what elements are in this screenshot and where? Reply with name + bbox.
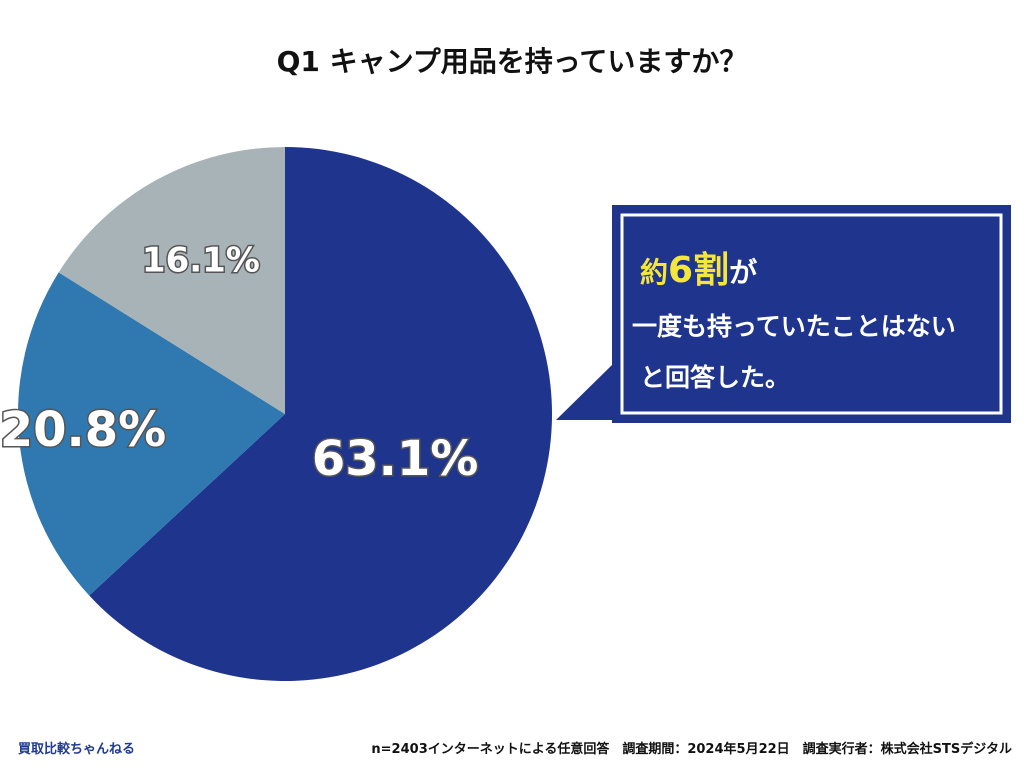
callout-highlight-value: 6割 bbox=[668, 250, 730, 291]
callout-box bbox=[612, 205, 1011, 423]
callout-line-3: と回答した。 bbox=[640, 363, 791, 392]
callout-line-1-suffix: が bbox=[729, 256, 758, 289]
footer-brand: 買取比較ちゃんねる bbox=[18, 742, 136, 757]
pie-slice-2 bbox=[18, 272, 286, 596]
pie-slice-1 bbox=[89, 147, 552, 681]
callout-inner-border bbox=[620, 213, 1003, 415]
callout bbox=[556, 205, 1011, 423]
pie-slice-3 bbox=[58, 147, 286, 414]
pie-slice-label-2: 20.8% bbox=[0, 402, 166, 458]
callout-highlight-prefix: 約 bbox=[640, 256, 669, 289]
footer-note: n=2403インターネットによる任意回答 調査期間：2024年5月22日 調査実… bbox=[371, 742, 1012, 757]
chart-title: Q1 キャンプ用品を持っていますか？ bbox=[276, 45, 748, 78]
pie-slice-label-1: 63.1% bbox=[312, 431, 479, 487]
callout-line-1: 約6割が bbox=[640, 241, 757, 293]
callout-pointer bbox=[556, 365, 612, 420]
callout-line-2: 一度も持っていたことはない bbox=[632, 312, 956, 341]
pie-slice-label-3: 16.1% bbox=[142, 241, 260, 281]
